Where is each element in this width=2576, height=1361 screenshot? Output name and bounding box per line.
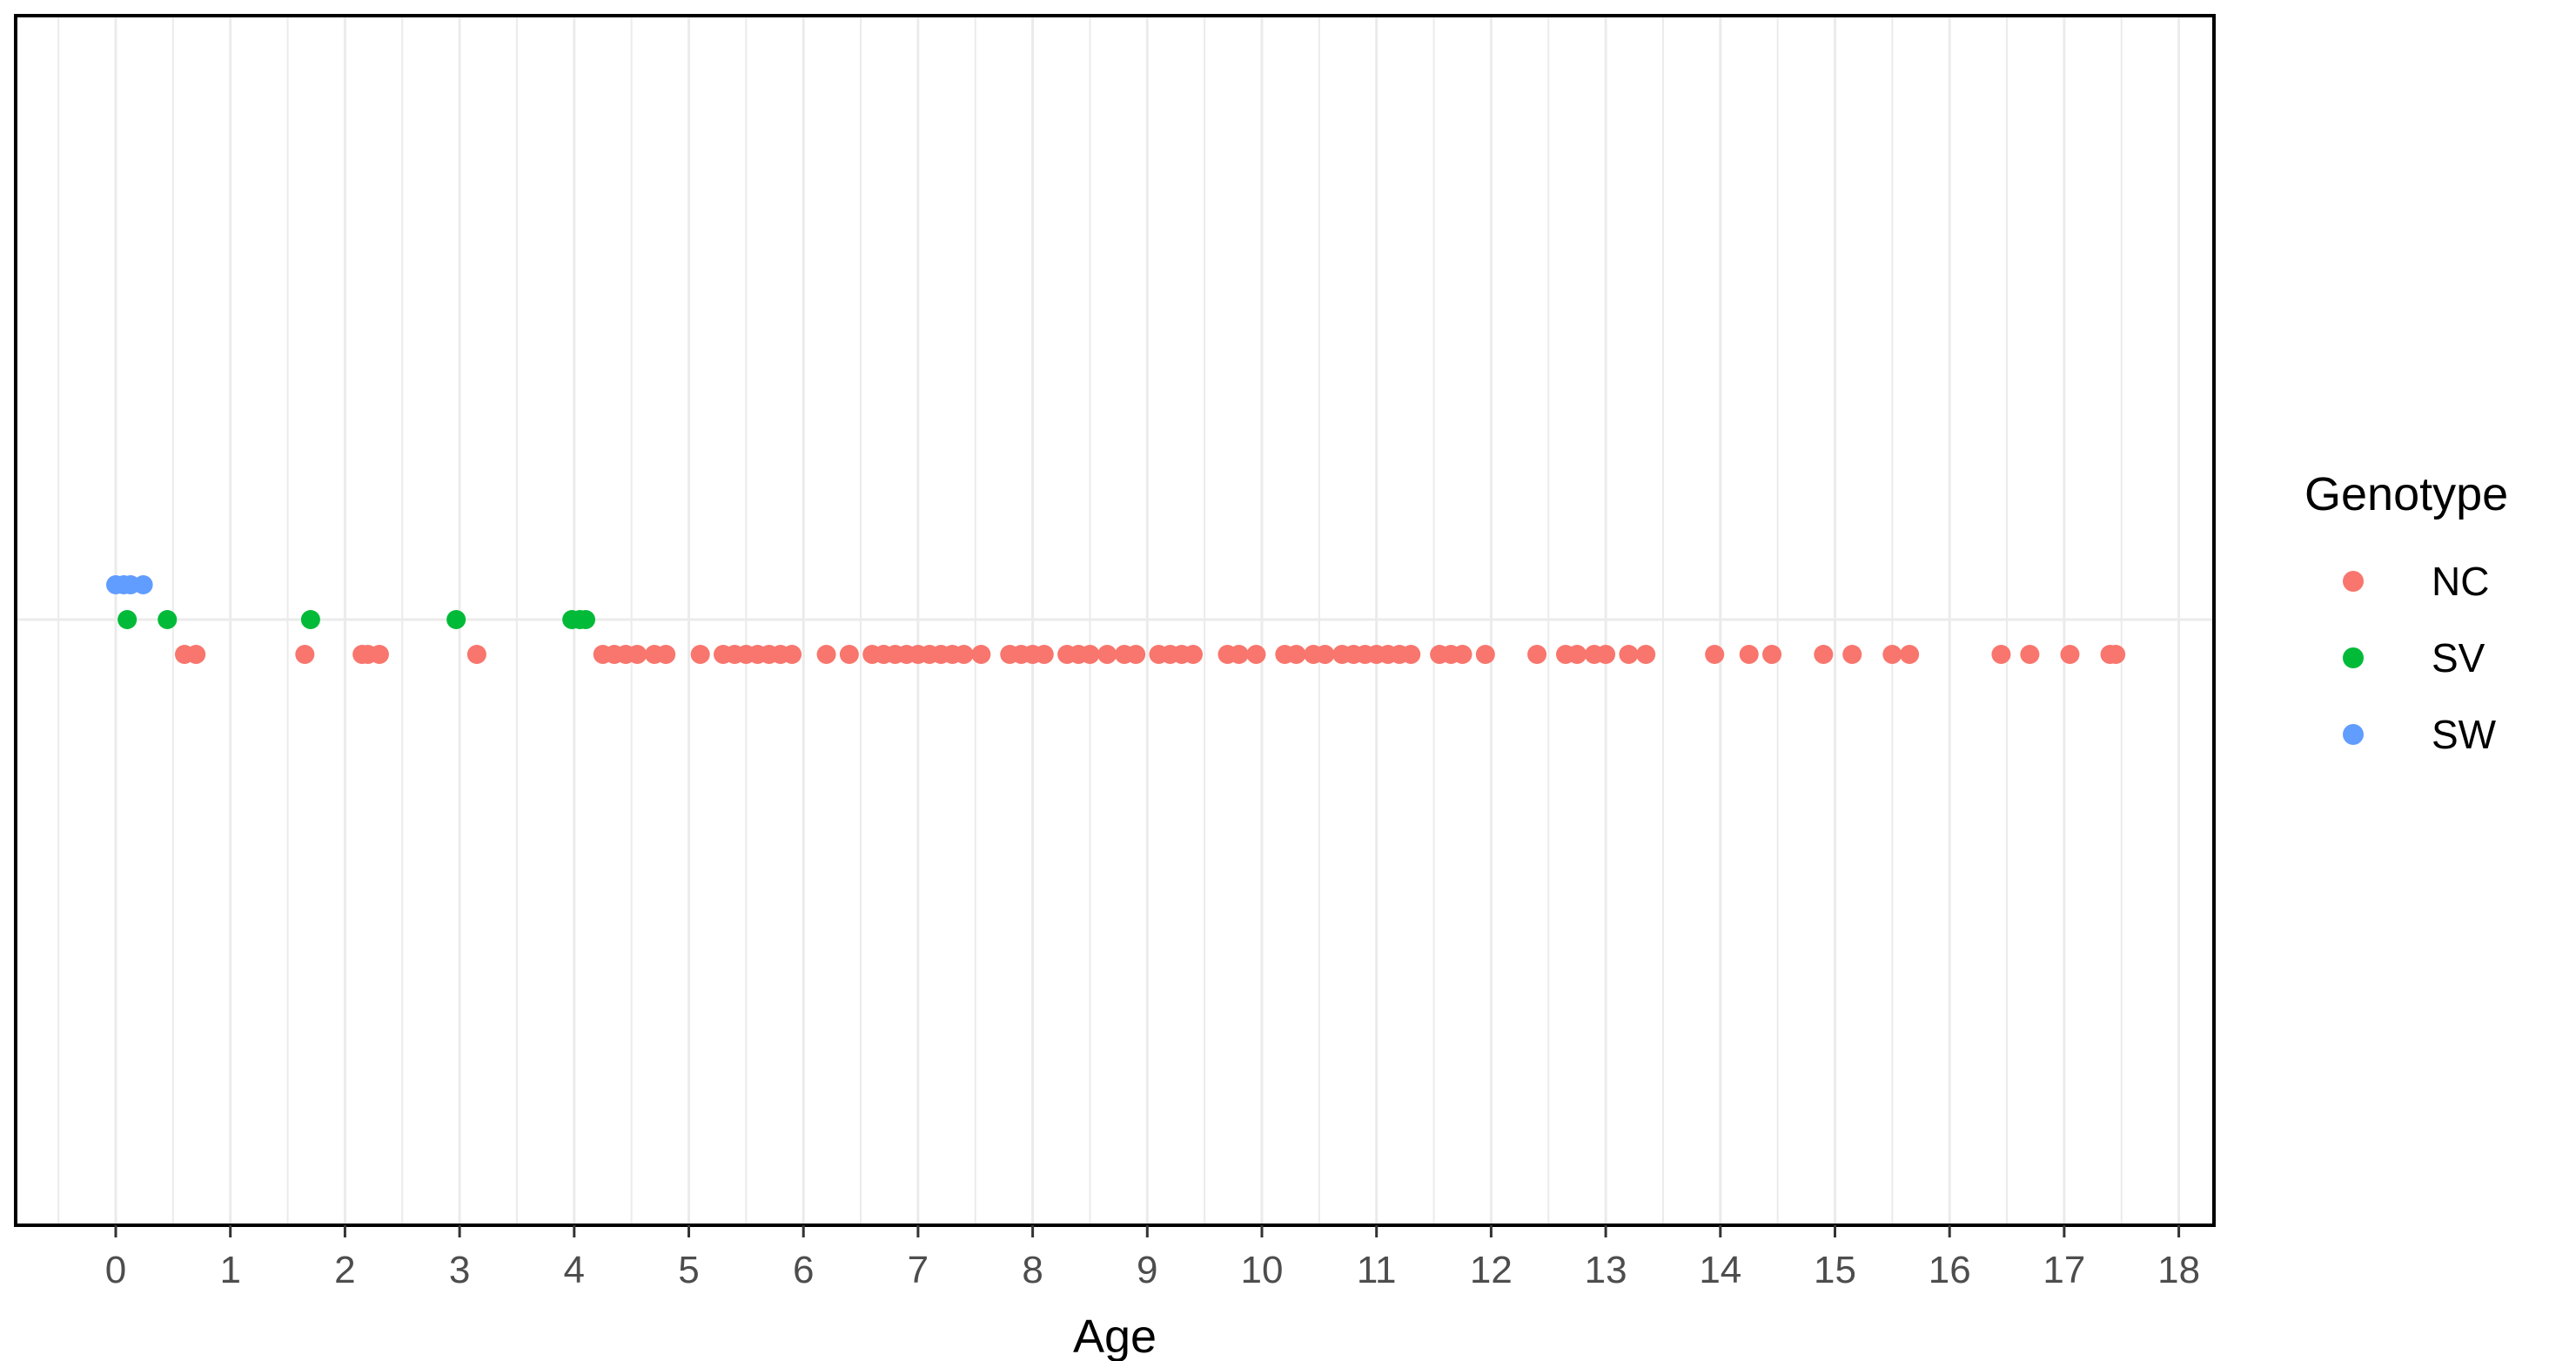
x-tick-label: 7 [908, 1249, 929, 1291]
x-tick-label: 16 [1929, 1249, 1971, 1291]
legend-key-sw [2343, 724, 2364, 745]
data-point-nc [1762, 645, 1782, 664]
data-point-nc [1567, 645, 1587, 664]
legend-key-nc [2343, 571, 2364, 592]
x-tick-label: 1 [219, 1249, 240, 1291]
x-tick-label: 9 [1137, 1249, 1157, 1291]
data-points [106, 575, 2126, 664]
data-point-nc [1401, 645, 1421, 664]
data-point-nc [1034, 645, 1054, 664]
data-point-nc [1842, 645, 1862, 664]
data-point-nc [295, 645, 315, 664]
data-point-nc [627, 645, 647, 664]
data-point-nc [1475, 645, 1495, 664]
plot-panel-border [14, 14, 2216, 1227]
data-point-nc [1315, 645, 1335, 664]
x-tick-label: 17 [2043, 1249, 2085, 1291]
data-point-nc [1882, 645, 1902, 664]
x-tick-label: 14 [1699, 1249, 1741, 1291]
x-tick-label: 5 [678, 1249, 699, 1291]
x-tick-label: 15 [1814, 1249, 1856, 1291]
data-point-nc [2060, 645, 2080, 664]
data-point-sv [300, 610, 320, 629]
legend: Genotype NC SV SW [2304, 468, 2508, 757]
x-tick-label: 6 [793, 1249, 814, 1291]
data-point-sv [117, 610, 138, 629]
data-point-nc [690, 645, 710, 664]
x-tick-label: 4 [564, 1249, 585, 1291]
x-tick-label: 0 [105, 1249, 126, 1291]
data-point-nc [369, 645, 389, 664]
data-point-nc [1286, 645, 1306, 664]
data-point-nc [1126, 645, 1146, 664]
data-point-nc [1097, 645, 1117, 664]
data-point-nc [971, 645, 991, 664]
data-point-nc [466, 645, 486, 664]
x-axis-ticks: 0 1 2 3 4 5 6 7 8 9 10 11 12 13 14 15 16 17 18 [105, 1225, 2200, 1291]
data-point-nc [1229, 645, 1249, 664]
data-point-nc [1527, 645, 1547, 664]
data-point-sv [158, 610, 178, 629]
data-point-nc [2106, 645, 2126, 664]
x-tick-label: 18 [2157, 1249, 2200, 1291]
x-tick-label: 12 [1470, 1249, 1513, 1291]
x-tick-label: 10 [1241, 1249, 1284, 1291]
data-point-nc [954, 645, 974, 664]
x-tick-label: 2 [334, 1249, 355, 1291]
data-point-nc [1900, 645, 1920, 664]
data-point-nc [1705, 645, 1725, 664]
data-point-nc [1183, 645, 1203, 664]
data-point-nc [1814, 645, 1834, 664]
data-point-nc [816, 645, 836, 664]
data-point-nc [656, 645, 676, 664]
data-point-nc [1596, 645, 1616, 664]
legend-label-sv: SV [2432, 635, 2485, 680]
x-tick-label: 8 [1022, 1249, 1043, 1291]
data-point-sv [446, 610, 466, 629]
data-point-nc [1739, 645, 1759, 664]
legend-entries: NC SV SW [2343, 559, 2497, 757]
data-point-nc [1246, 645, 1266, 664]
data-point-nc [1636, 645, 1656, 664]
data-point-nc [839, 645, 859, 664]
x-tick-label: 11 [1357, 1249, 1397, 1291]
x-axis-title: Age [1073, 1311, 1157, 1361]
x-tick-label: 13 [1585, 1249, 1627, 1291]
data-point-nc [1080, 645, 1100, 664]
data-point-nc [2020, 645, 2040, 664]
data-point-sw [133, 575, 153, 594]
data-point-nc [1991, 645, 2011, 664]
data-point-nc [186, 645, 206, 664]
data-point-sv [575, 610, 595, 629]
x-tick-label: 3 [449, 1249, 470, 1291]
legend-title: Genotype [2304, 468, 2508, 520]
data-point-nc [1452, 645, 1472, 664]
legend-key-sv [2343, 647, 2364, 668]
data-point-nc [782, 645, 802, 664]
gridlines [16, 16, 2214, 1225]
legend-label-sw: SW [2432, 712, 2497, 757]
legend-label-nc: NC [2432, 559, 2489, 604]
data-point-nc [1619, 645, 1639, 664]
